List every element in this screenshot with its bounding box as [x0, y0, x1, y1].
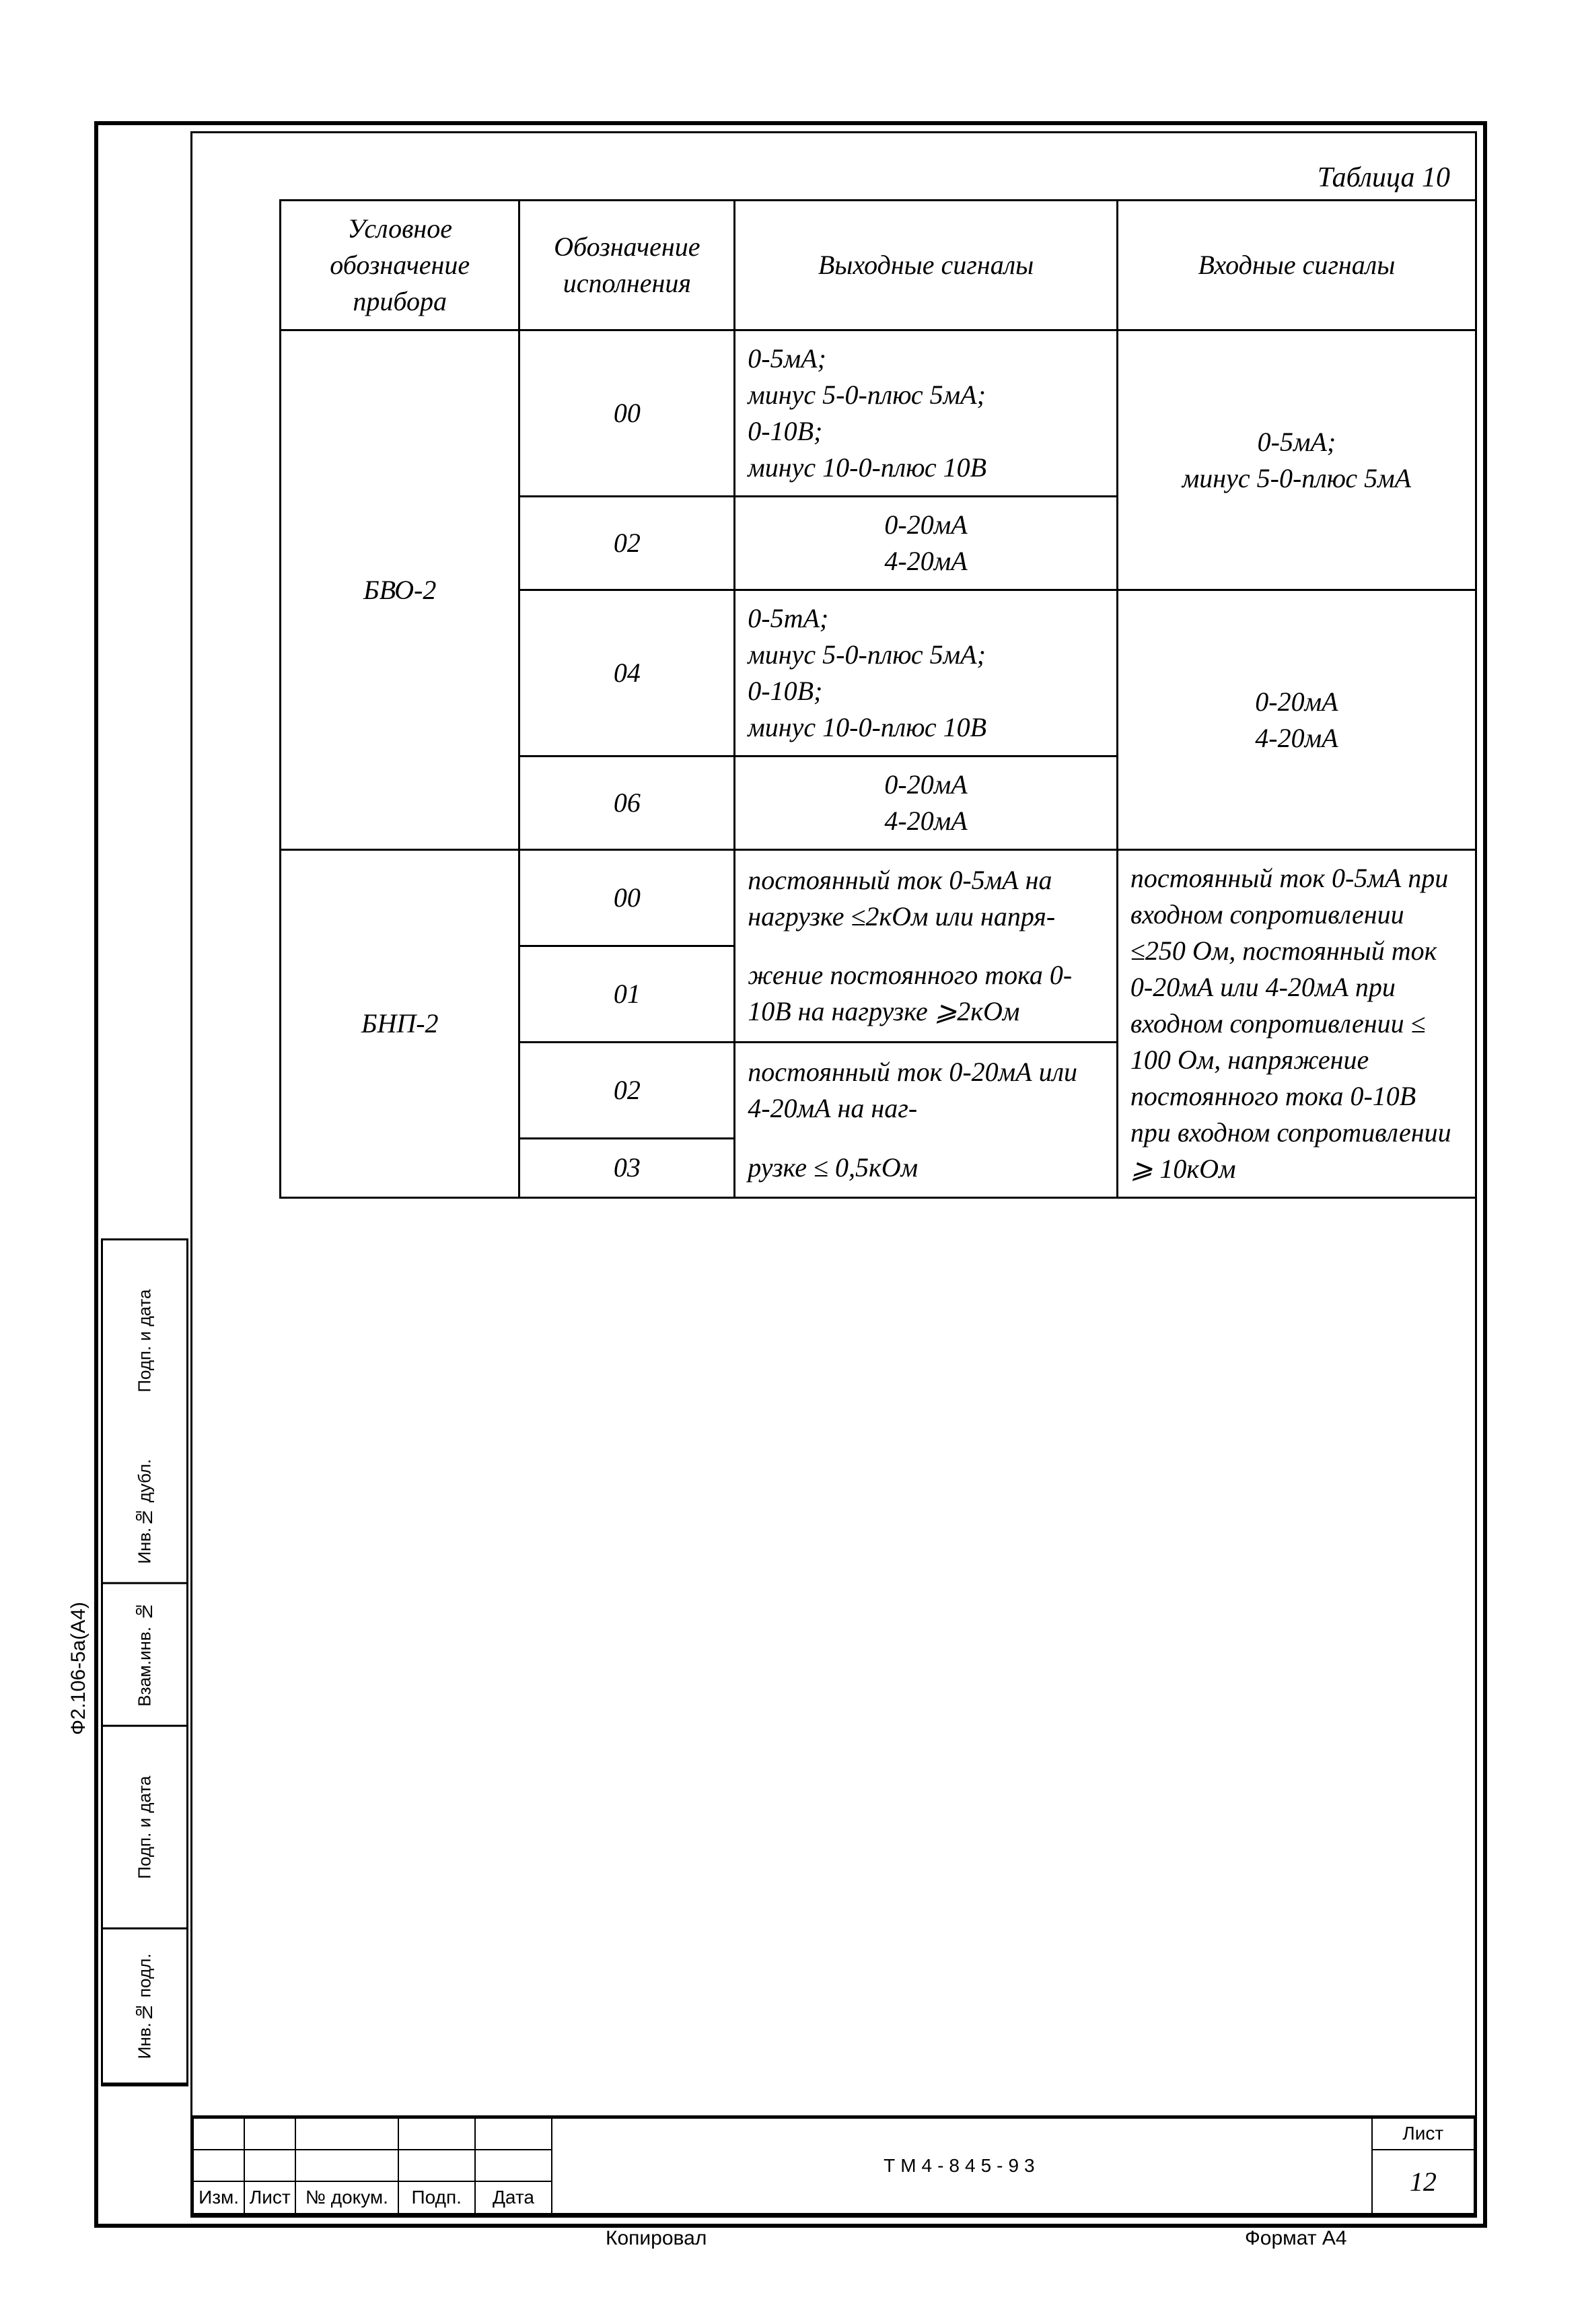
device-cell: БВО-2	[281, 330, 519, 850]
output-cell: постоянный ток 0-5мА на нагрузке ≤2кОм и…	[735, 850, 1118, 946]
output-cell: 0-5мА; минус 5-0-плюс 5мА; 0-10В; минус …	[735, 330, 1118, 497]
footer-kopiroval: Копировал	[606, 2227, 707, 2250]
tb-empty	[295, 2150, 398, 2181]
exec-cell: 06	[519, 756, 735, 850]
tb-empty	[193, 2150, 244, 2181]
header-col3: Выходные сигналы	[735, 201, 1118, 330]
tb-empty	[193, 2118, 244, 2150]
tb-empty	[244, 2150, 295, 2181]
output-cell: жение постоянного тока 0-10В на нагрузке…	[735, 946, 1118, 1042]
tb-list: Лист	[244, 2181, 295, 2214]
title-block: ТМ4-845-93 Лист 12 Изм. Лист № докум. По…	[190, 2115, 1477, 2216]
exec-cell: 03	[519, 1138, 735, 1197]
list-number: 12	[1372, 2150, 1474, 2214]
tb-empty	[398, 2150, 475, 2181]
side-cell-podp-data-1: Подп. и дата	[103, 1727, 186, 1930]
tb-ndokum: № докум.	[295, 2181, 398, 2214]
exec-cell: 04	[519, 590, 735, 756]
form-code-label: Ф2.106-5а(А4)	[67, 1602, 90, 1735]
device-cell: БНП-2	[281, 850, 519, 1198]
table-caption: Таблица 10	[279, 162, 1477, 194]
side-cell-inv-podl: Инв.№ подл.	[103, 1930, 186, 2084]
tb-izm: Изм.	[193, 2181, 244, 2214]
main-table: Условное обозначение прибора Обозначение…	[279, 199, 1477, 1199]
exec-cell: 01	[519, 946, 735, 1042]
output-cell: 0-5mА; минус 5-0-плюс 5мА; 0-10В; минус …	[735, 590, 1118, 756]
output-cell: 0-20мА 4-20мА	[735, 497, 1118, 590]
doc-number: ТМ4-845-93	[552, 2118, 1372, 2214]
table-row: БВО-2 00 0-5мА; минус 5-0-плюс 5мА; 0-10…	[281, 330, 1476, 497]
side-cell-vzam-inv: Взам.инв. №	[103, 1584, 186, 1727]
tb-empty	[475, 2118, 552, 2150]
tb-empty	[398, 2118, 475, 2150]
input-cell: постоянный ток 0-5мА при входном сопроти…	[1117, 850, 1476, 1198]
output-cell: рузке ≤ 0,5кОм	[735, 1138, 1118, 1197]
output-cell: постоянный ток 0-20мА или 4-20мА на наг-	[735, 1042, 1118, 1138]
header-row: Условное обозначение прибора Обозначение…	[281, 201, 1476, 330]
list-label: Лист	[1372, 2118, 1474, 2150]
exec-cell: 02	[519, 497, 735, 590]
input-cell: 0-20мА 4-20мА	[1117, 590, 1476, 850]
tb-empty	[475, 2150, 552, 2181]
table-row: БНП-2 00 постоянный ток 0-5мА на нагрузк…	[281, 850, 1476, 946]
tb-empty	[295, 2118, 398, 2150]
tb-data: Дата	[475, 2181, 552, 2214]
side-cell-inv-dubl: Инв.№ дубл.	[103, 1441, 186, 1584]
side-cell-podp-data-2: Подп. и дата	[103, 1240, 186, 1441]
side-stamp: Инв.№ подл. Подп. и дата Взам.инв. № Инв…	[101, 1238, 188, 2086]
tb-empty	[244, 2118, 295, 2150]
table-wrap: Таблица 10 Условное обозначение прибора …	[279, 162, 1477, 1199]
header-col4: Входные сигналы	[1117, 201, 1476, 330]
input-cell: 0-5мА; минус 5-0-плюс 5мА	[1117, 330, 1476, 590]
tb-podp: Подп.	[398, 2181, 475, 2214]
output-cell: 0-20мА 4-20мА	[735, 756, 1118, 850]
footer-format: Формат А4	[1245, 2227, 1347, 2250]
header-col1: Условное обозначение прибора	[281, 201, 519, 330]
exec-cell: 00	[519, 330, 735, 497]
header-col2: Обозначение исполнения	[519, 201, 735, 330]
exec-cell: 00	[519, 850, 735, 946]
page: Ф2.106-5а(А4) Инв.№ подл. Подп. и дата В…	[0, 0, 1584, 2324]
exec-cell: 02	[519, 1042, 735, 1138]
